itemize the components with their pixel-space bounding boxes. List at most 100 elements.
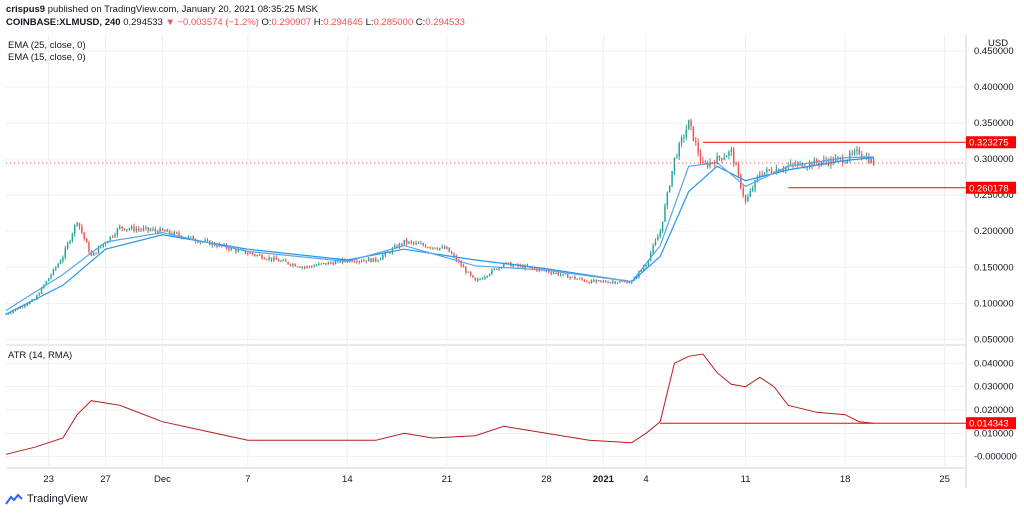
symbol-ohlc-bar: COINBASE:XLMUSD, 240 0.294533 ▼ −0.00357… [6, 17, 465, 28]
author-name[interactable]: crispus9 [6, 4, 46, 15]
candle-body [609, 282, 612, 284]
candle-body [650, 252, 652, 261]
candle-body [818, 162, 820, 165]
candle-body [583, 279, 586, 282]
candle-body [26, 304, 29, 306]
candle-body [36, 295, 38, 300]
candle-body [166, 230, 168, 232]
candle-body [173, 232, 176, 235]
time-tick-label: 7 [245, 474, 250, 485]
legend-ema25[interactable]: EMA (25, close, 0) [8, 40, 86, 51]
candle-body [161, 228, 164, 231]
candle-body [479, 278, 481, 280]
candle-body [858, 149, 861, 155]
candle-body [467, 271, 469, 273]
candle-body [197, 241, 199, 243]
candle-body [593, 280, 595, 282]
candle-body [792, 163, 794, 165]
price-tick-label: 0.100000 [974, 298, 1014, 309]
candle-body [747, 196, 749, 202]
candle-body [808, 162, 811, 167]
candle-body [742, 187, 744, 196]
candle-body [384, 252, 386, 256]
candle-body [685, 129, 688, 138]
candle-body [486, 275, 488, 277]
candle-body [21, 306, 24, 308]
candle-body [10, 312, 12, 314]
candle-body [296, 266, 299, 268]
candle-body [728, 151, 730, 156]
atr-tick-label: 0.020000 [974, 405, 1014, 416]
candle-body [780, 170, 782, 172]
candle-body [130, 226, 133, 229]
atr-line [5, 353, 874, 455]
candle-body [256, 254, 258, 256]
candle-body [759, 174, 761, 177]
candle-body [548, 270, 550, 273]
candle-body [642, 266, 645, 270]
candle-body [287, 261, 289, 265]
candle-body [353, 261, 356, 263]
candle-body [410, 241, 413, 243]
high-label: H: [313, 17, 324, 28]
candle-body [88, 242, 90, 252]
candle-body [531, 267, 533, 269]
candle-body [607, 282, 609, 284]
candle-body [455, 256, 458, 261]
candle-body [533, 268, 536, 270]
candle-body [754, 180, 756, 189]
candle-body [569, 276, 571, 278]
candle-body [145, 227, 147, 229]
candle-body [446, 247, 448, 249]
price-tick-label: 0.450000 [974, 46, 1014, 57]
candle-body [126, 229, 128, 231]
candle-body [666, 192, 669, 206]
candle-body [868, 156, 870, 163]
candle-body [671, 170, 673, 186]
time-tick-label: 25 [939, 474, 950, 485]
candle-body [92, 252, 95, 256]
candle-body [320, 263, 322, 265]
candle-body [709, 162, 711, 167]
atr-tick-label: 0.010000 [974, 428, 1014, 439]
candle-body [804, 167, 806, 169]
candle-body [121, 226, 123, 229]
candle-body [574, 276, 576, 279]
candle-body [697, 142, 699, 153]
candle-body [149, 229, 152, 231]
ema25-line [5, 157, 874, 315]
legend-ema15[interactable]: EMA (15, close, 0) [8, 52, 86, 63]
candle-body [469, 271, 472, 276]
atr-level-label: 0.014343 [969, 419, 1009, 430]
candle-body [761, 174, 763, 176]
candle-body [206, 240, 209, 242]
candle-body [268, 257, 270, 260]
candle-body [801, 162, 804, 168]
candle-body [453, 254, 455, 257]
candle-body [100, 246, 102, 248]
price-tick-label: 0.400000 [974, 82, 1014, 93]
candle-body [375, 258, 377, 262]
candle-body [559, 274, 562, 276]
candle-body [766, 169, 768, 173]
candle-body [289, 264, 292, 266]
candle-body [789, 163, 792, 166]
candle-body [830, 158, 832, 165]
candle-body [628, 282, 631, 284]
candle-body [581, 278, 583, 280]
candle-body [156, 230, 159, 234]
candle-body [522, 265, 524, 269]
candle-body [716, 155, 718, 164]
price-tick-label: 0.300000 [974, 154, 1014, 165]
candle-body [545, 270, 548, 272]
candle-body [199, 241, 202, 243]
candle-body [237, 249, 240, 252]
candle-body [621, 281, 624, 283]
legend-atr[interactable]: ATR (14, RMA) [8, 350, 73, 361]
candle-body [640, 269, 642, 272]
candle-body [768, 169, 770, 171]
tradingview-brand[interactable]: TradingView [5, 493, 88, 505]
candle-body [247, 253, 249, 255]
candle-body [751, 188, 754, 191]
